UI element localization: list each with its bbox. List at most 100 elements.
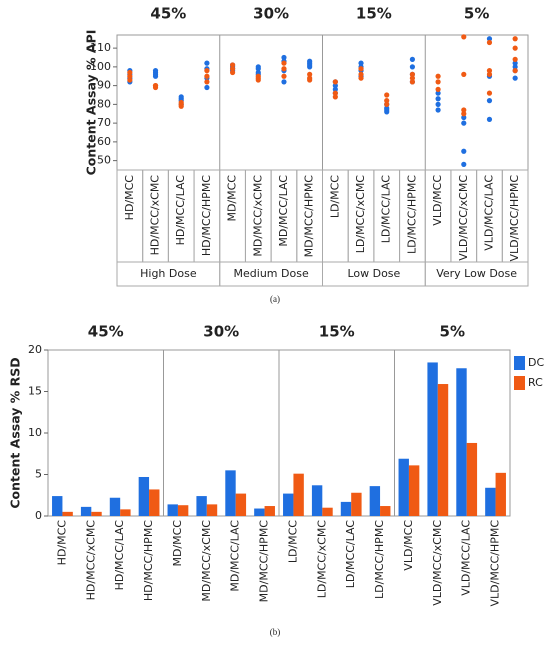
- dot: [435, 86, 441, 92]
- dot: [435, 96, 441, 102]
- x-tick-label: LD/MCC: [328, 175, 341, 218]
- annotation: 5%: [464, 5, 489, 23]
- x-tick-label: HD/MCC/HPMC: [200, 175, 213, 256]
- bar: [254, 508, 265, 516]
- group-label: High Dose: [140, 267, 197, 280]
- y-tick-label: 10: [28, 426, 42, 439]
- dot: [461, 107, 467, 113]
- bar: [177, 505, 189, 516]
- dot: [461, 120, 467, 126]
- x-tick-label: LD/MCC/LAC: [344, 520, 357, 589]
- x-tick-label: LD/MCC/xCMC: [315, 520, 328, 599]
- bar: [456, 368, 467, 516]
- dot: [461, 111, 467, 117]
- dot: [461, 161, 467, 167]
- y-tick-label: 5: [35, 468, 42, 481]
- annotation: 30%: [253, 5, 289, 23]
- dot: [332, 90, 338, 96]
- bar: [52, 496, 63, 516]
- bar: [351, 492, 362, 516]
- x-tick-label: VLD/MCC/xCMC: [431, 520, 444, 606]
- bar: [340, 501, 352, 516]
- y-axis-label: Content Assay % API: [84, 30, 99, 176]
- dot: [486, 90, 493, 96]
- group-label: Low Dose: [347, 267, 400, 280]
- dot: [512, 64, 518, 70]
- dot: [255, 64, 261, 70]
- x-tick-label: MD/MCC: [226, 175, 239, 222]
- bar: [167, 504, 178, 516]
- bar: [466, 442, 478, 516]
- bar: [149, 489, 160, 516]
- dot: [512, 56, 518, 62]
- x-tick-label: MD/MCC: [171, 520, 184, 567]
- annotation: 5%: [440, 323, 465, 341]
- dot: [229, 69, 236, 76]
- caption: (a): [270, 294, 280, 304]
- bar: [495, 472, 506, 516]
- group-label: Medium Dose: [234, 267, 309, 280]
- y-tick-label: 80: [97, 97, 111, 110]
- dot: [461, 148, 467, 154]
- dot: [204, 79, 210, 85]
- dot: [512, 68, 518, 74]
- dot: [281, 66, 287, 72]
- x-tick-label: HD/MCC/xCMC: [84, 520, 97, 601]
- bar: [80, 506, 92, 516]
- bar: [293, 473, 304, 516]
- x-tick-label: VLD/MCC/LAC: [482, 175, 495, 251]
- x-tick-label: HD/MCC/HPMC: [142, 520, 155, 601]
- bar: [283, 493, 294, 516]
- dot: [307, 71, 313, 77]
- bar: [427, 362, 438, 516]
- y-tick-label: 100: [90, 60, 111, 73]
- dot: [435, 90, 441, 96]
- dot: [384, 105, 390, 111]
- bar: [322, 507, 333, 516]
- dot: [435, 79, 441, 85]
- dot: [384, 92, 390, 98]
- annotation: 30%: [203, 323, 239, 341]
- x-tick-label: LD/MCC/HPMC: [373, 520, 386, 599]
- y-tick-label: 110: [90, 41, 111, 54]
- x-tick-label: VLD/MCC/xCMC: [457, 175, 470, 261]
- dot: [307, 58, 313, 64]
- dot: [512, 75, 518, 81]
- dot: [229, 62, 236, 68]
- bar: [120, 509, 131, 516]
- legend-label: RC: [528, 376, 543, 389]
- bar: [91, 511, 102, 516]
- dot: [512, 36, 518, 42]
- x-tick-label: LD/MCC: [286, 520, 299, 563]
- bar: [206, 504, 218, 516]
- bar: [109, 497, 121, 516]
- dot: [409, 56, 416, 62]
- dot: [409, 71, 416, 77]
- bar: [380, 506, 391, 516]
- group-label: Very Low Dose: [436, 267, 517, 280]
- x-tick-label: VLD/MCC: [402, 520, 415, 571]
- dot: [255, 73, 261, 79]
- x-tick-label: HD/MCC/xCMC: [149, 175, 162, 256]
- dot: [255, 69, 261, 76]
- dot: [332, 79, 338, 85]
- dot: [152, 68, 159, 74]
- x-tick-label: HD/MCC/LAC: [174, 175, 187, 246]
- dot: [307, 75, 313, 81]
- dot: [281, 60, 287, 66]
- x-tick-label: MD/MCC/HPMC: [303, 175, 316, 258]
- dot: [486, 36, 493, 42]
- x-tick-label: MD/MCC/HPMC: [258, 520, 271, 603]
- dot: [486, 71, 493, 77]
- dot: [178, 94, 184, 100]
- dot: [152, 83, 159, 89]
- x-tick-label: HD/MCC/LAC: [113, 520, 126, 591]
- x-tick-label: HD/MCC: [123, 175, 136, 221]
- x-tick-label: MD/MCC/xCMC: [200, 520, 213, 602]
- annotation: 45%: [150, 5, 186, 23]
- dot: [384, 98, 390, 104]
- bar: [369, 486, 381, 516]
- x-tick-label: VLD/MCC/HPMC: [508, 175, 521, 262]
